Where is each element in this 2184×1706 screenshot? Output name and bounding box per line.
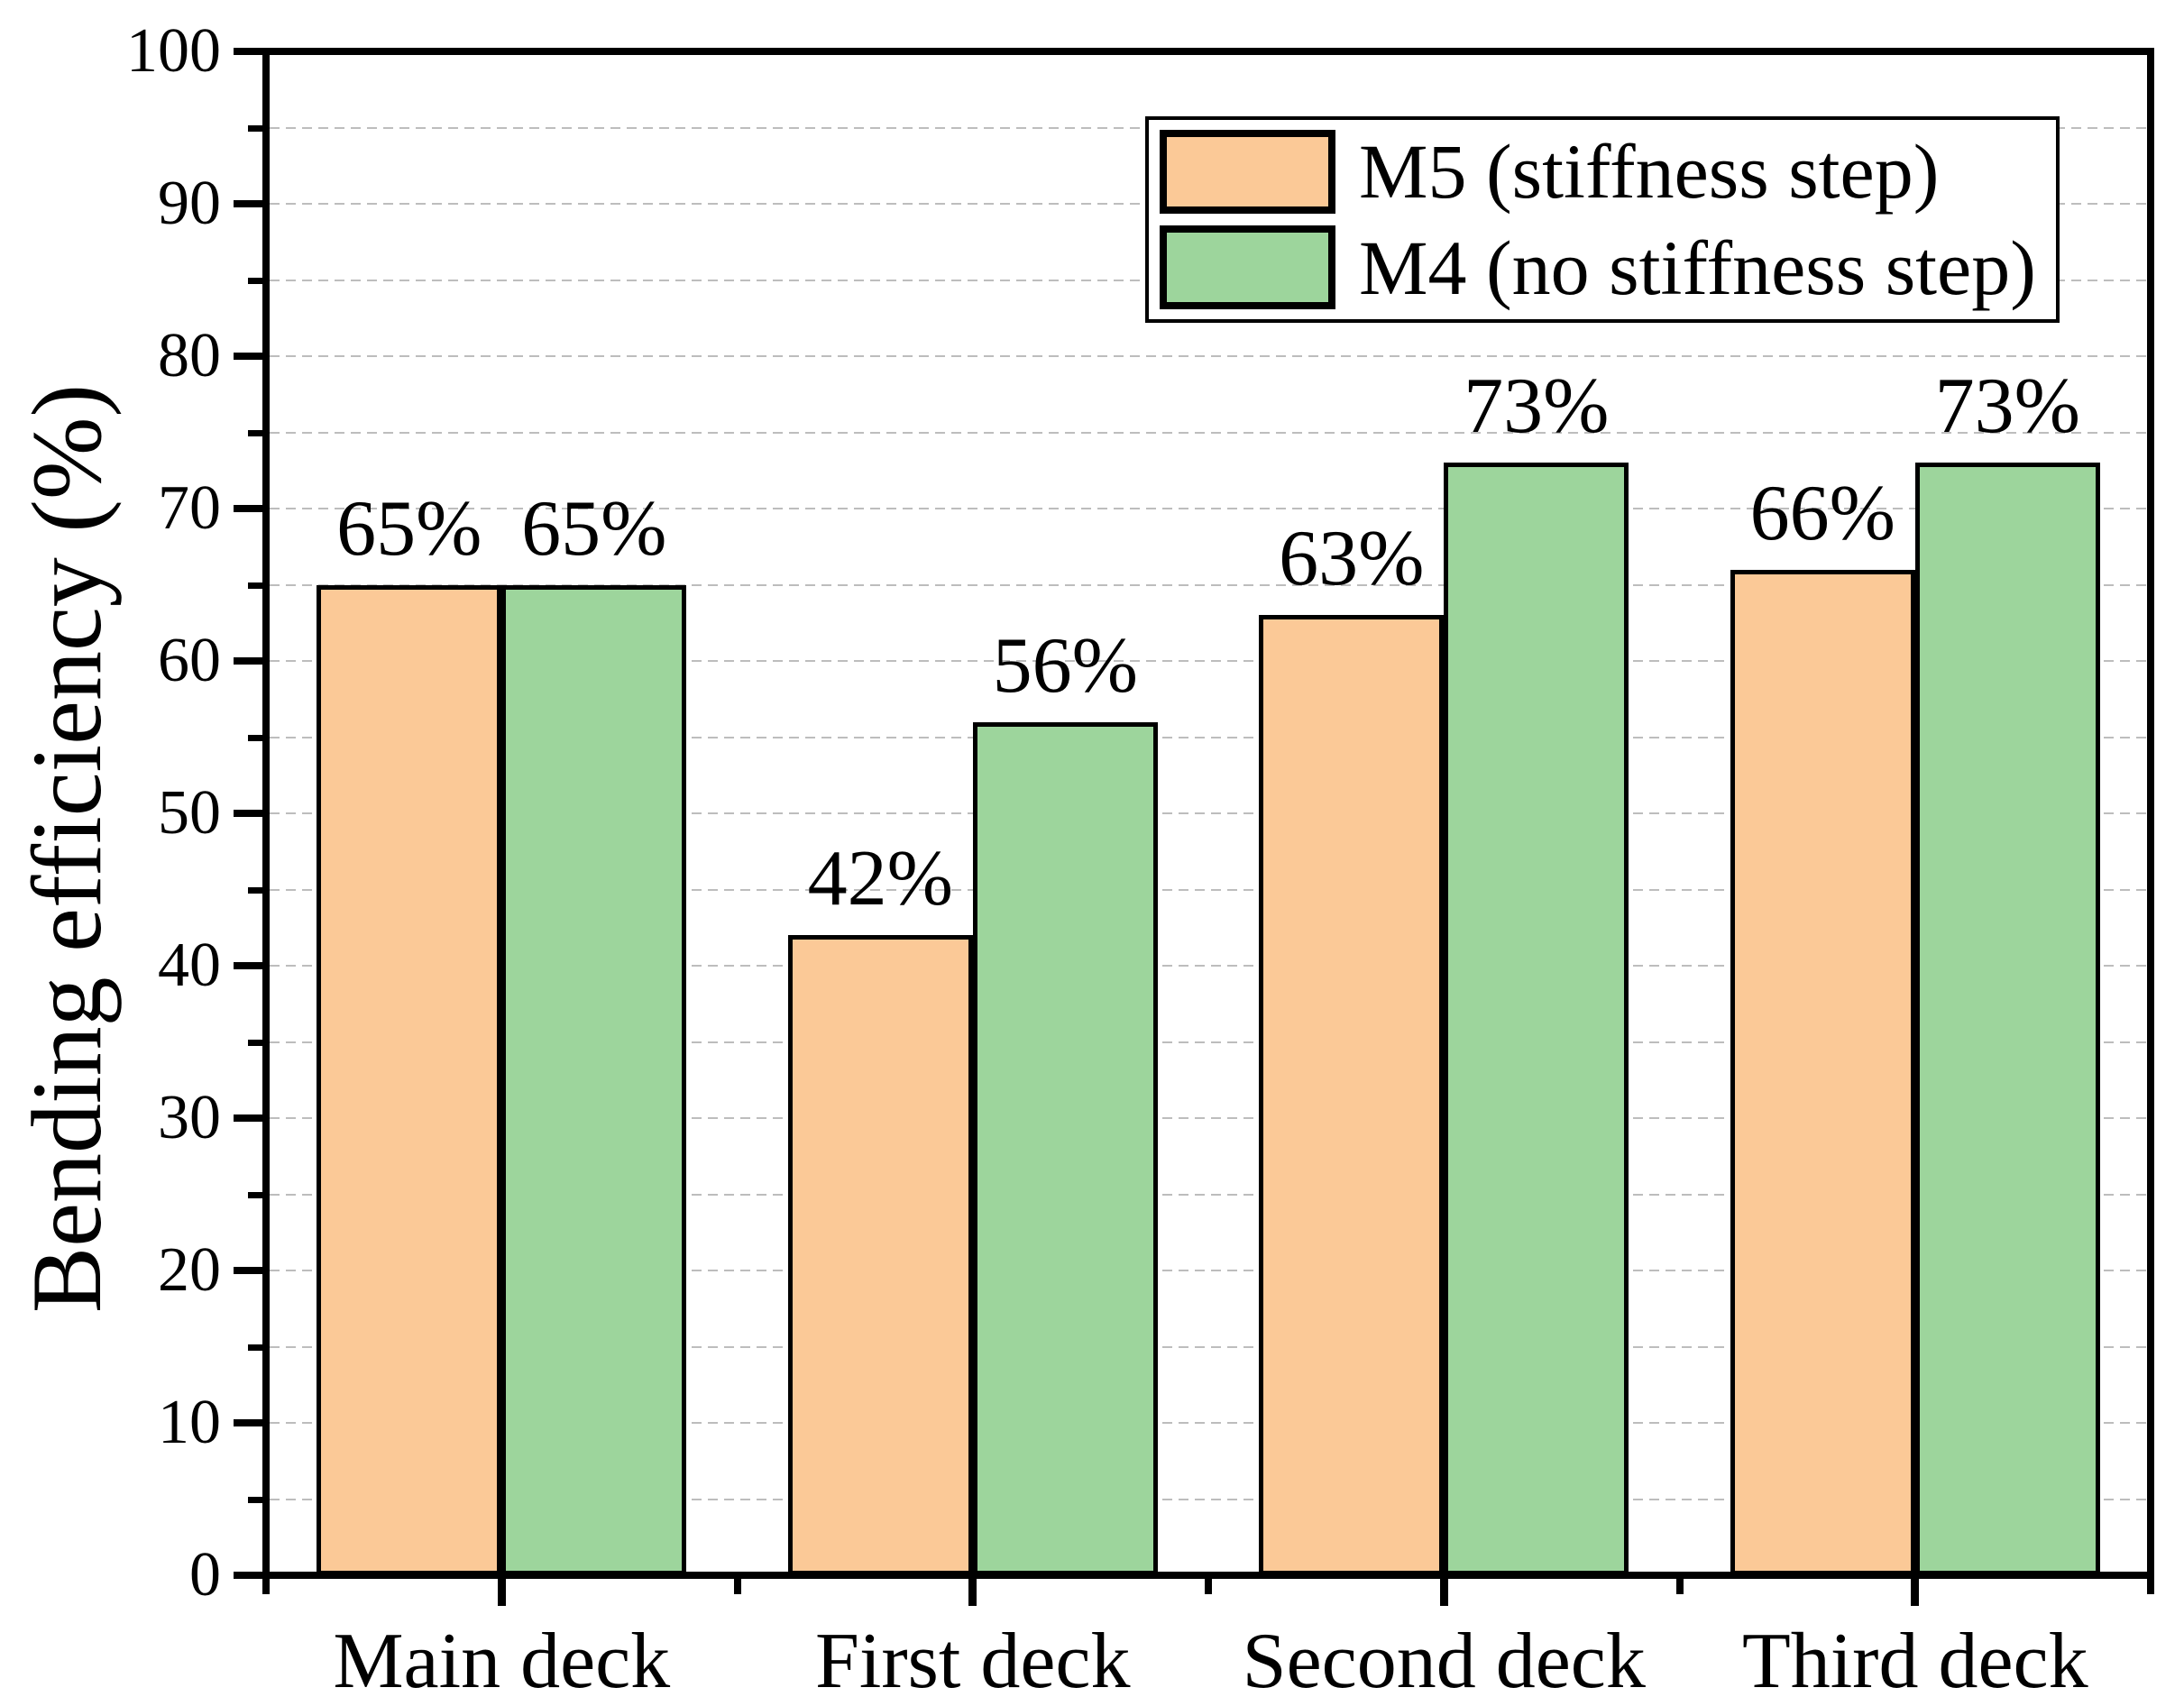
gridline-70 <box>270 508 2147 509</box>
y-tick-label-60: 60 <box>158 626 221 695</box>
x-category-label-second-deck: Second deck <box>1242 1618 1646 1705</box>
bar-m5-second-deck <box>1259 615 1445 1575</box>
x-category-label-main-deck: Main deck <box>333 1618 671 1705</box>
gridline-15 <box>270 1345 2147 1348</box>
x-boundary-tick-1 <box>733 1579 741 1594</box>
y-minor-tick-55 <box>248 734 262 741</box>
y-major-tick-40 <box>234 962 262 969</box>
bar-m4-main-deck <box>501 584 687 1575</box>
gridline-5 <box>270 1498 2147 1500</box>
bar-m5-main-deck <box>317 584 502 1575</box>
value-label-m5-third-deck: 66% <box>1749 469 1895 557</box>
y-tick-label-70: 70 <box>158 473 221 543</box>
y-major-tick-100 <box>234 48 262 55</box>
legend: M5 (stiffness step) M4 (no stiffness ste… <box>1145 116 2060 323</box>
y-minor-tick-25 <box>248 1191 262 1198</box>
y-major-tick-50 <box>234 810 262 817</box>
gridline-35 <box>270 1041 2147 1043</box>
x-boundary-tick-4 <box>2147 1579 2154 1594</box>
y-major-tick-20 <box>234 1267 262 1274</box>
y-tick-label-50: 50 <box>158 778 221 848</box>
bar-m4-second-deck <box>1444 463 1629 1575</box>
value-label-m4-second-deck: 73% <box>1464 362 1610 451</box>
legend-label-m5: M5 (stiffness step) <box>1359 128 1940 216</box>
legend-swatch-m4 <box>1160 225 1335 310</box>
gridline-45 <box>270 888 2147 891</box>
y-minor-tick-85 <box>248 277 262 284</box>
gridline-65 <box>270 583 2147 586</box>
y-major-tick-80 <box>234 353 262 360</box>
x-boundary-tick-2 <box>1205 1579 1212 1594</box>
value-label-m5-first-deck: 42% <box>807 835 953 923</box>
y-major-tick-10 <box>234 1419 262 1426</box>
gridline-40 <box>270 965 2147 967</box>
x-major-tick-first-deck <box>968 1579 977 1606</box>
x-major-tick-third-deck <box>1911 1579 1920 1606</box>
gridline-30 <box>270 1117 2147 1119</box>
y-tick-label-90: 90 <box>158 169 221 238</box>
y-major-tick-30 <box>234 1114 262 1122</box>
y-minor-tick-35 <box>248 1039 262 1046</box>
legend-item-m4: M4 (no stiffness step) <box>1160 224 2056 312</box>
y-minor-tick-75 <box>248 429 262 436</box>
y-minor-tick-95 <box>248 124 262 132</box>
x-boundary-tick-3 <box>1675 1579 1684 1594</box>
y-major-tick-70 <box>234 505 262 512</box>
gridline-60 <box>270 660 2147 662</box>
x-major-tick-second-deck <box>1439 1579 1448 1606</box>
gridline-55 <box>270 736 2147 738</box>
legend-item-m5: M5 (stiffness step) <box>1160 127 2056 216</box>
y-major-tick-60 <box>234 657 262 665</box>
y-tick-label-10: 10 <box>158 1388 221 1457</box>
y-minor-tick-65 <box>248 582 262 589</box>
y-minor-tick-45 <box>248 886 262 894</box>
gridline-75 <box>270 431 2147 434</box>
x-boundary-tick-0 <box>262 1579 270 1594</box>
x-category-label-first-deck: First deck <box>814 1618 1131 1705</box>
y-tick-label-100: 100 <box>126 16 221 86</box>
value-label-m4-main-deck: 65% <box>521 484 667 573</box>
bar-m5-third-deck <box>1730 569 1915 1575</box>
bar-m5-first-deck <box>787 935 973 1575</box>
y-major-tick-0 <box>234 1572 262 1579</box>
y-minor-tick-5 <box>248 1496 262 1503</box>
value-label-m5-main-deck: 65% <box>336 484 482 573</box>
gridline-80 <box>270 355 2147 357</box>
value-label-m4-first-deck: 56% <box>992 621 1138 710</box>
gridline-50 <box>270 812 2147 814</box>
bar-m4-first-deck <box>972 721 1158 1575</box>
value-label-m5-second-deck: 63% <box>1279 515 1425 603</box>
y-tick-label-80: 80 <box>158 321 221 390</box>
legend-swatch-m5 <box>1160 129 1335 214</box>
bar-m4-third-deck <box>1914 463 2100 1575</box>
x-major-tick-main-deck <box>497 1579 506 1606</box>
y-tick-label-40: 40 <box>158 931 221 1000</box>
gridline-25 <box>270 1193 2147 1196</box>
x-category-label-third-deck: Third deck <box>1741 1618 2088 1705</box>
y-tick-label-30: 30 <box>158 1083 221 1152</box>
legend-label-m4: M4 (no stiffness step) <box>1359 224 2036 311</box>
y-tick-label-0: 0 <box>189 1540 221 1610</box>
value-label-m4-third-deck: 73% <box>1934 362 2080 451</box>
y-tick-label-20: 20 <box>158 1235 221 1305</box>
y-major-tick-90 <box>234 200 262 207</box>
gridline-10 <box>270 1422 2147 1424</box>
gridline-20 <box>270 1270 2147 1271</box>
y-minor-tick-15 <box>248 1344 262 1351</box>
